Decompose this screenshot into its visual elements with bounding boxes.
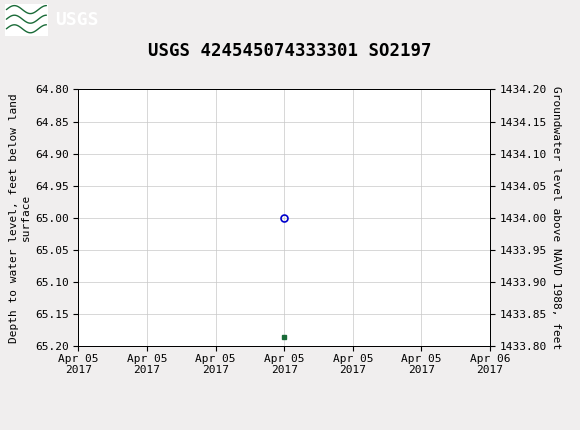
Y-axis label: Groundwater level above NAVD 1988, feet: Groundwater level above NAVD 1988, feet <box>551 86 561 350</box>
Text: USGS 424545074333301 SO2197: USGS 424545074333301 SO2197 <box>148 42 432 60</box>
Y-axis label: Depth to water level, feet below land
surface: Depth to water level, feet below land su… <box>9 93 31 343</box>
Bar <box>5 3 48 37</box>
Text: USGS: USGS <box>55 11 99 29</box>
